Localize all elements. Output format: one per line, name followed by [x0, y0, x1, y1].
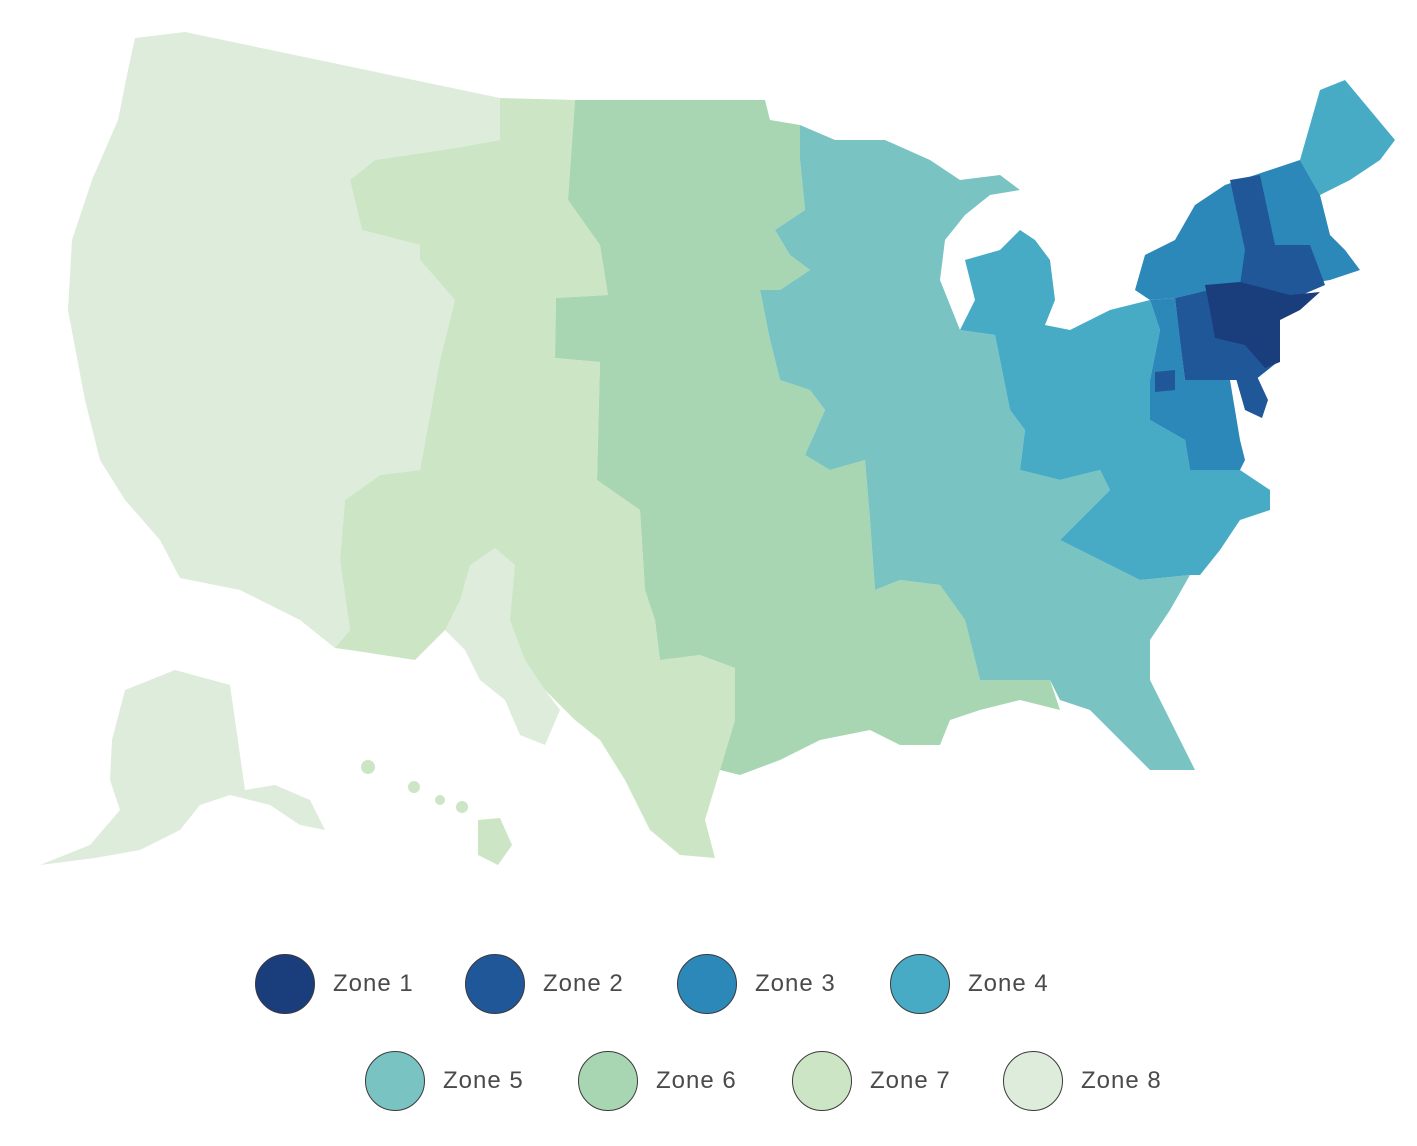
zone-4-region-east	[960, 230, 1270, 580]
legend-swatch-zone-2	[465, 954, 525, 1014]
zone-2-region-northeast	[1175, 175, 1325, 380]
legend-item-zone-1: Zone 1	[255, 951, 414, 1017]
legend-label-zone-2: Zone 2	[543, 970, 624, 997]
legend-item-zone-4: Zone 4	[890, 951, 1049, 1017]
zone-5-region-midwest-south	[760, 125, 1195, 770]
legend-swatch-zone-3	[677, 954, 737, 1014]
legend-label-zone-4: Zone 4	[968, 970, 1049, 997]
legend-label-zone-3: Zone 3	[755, 970, 836, 997]
zone-2-region-delmarva	[1155, 370, 1268, 418]
zone-6-region-plains	[555, 100, 1060, 775]
legend-label-zone-7: Zone 7	[870, 1067, 951, 1094]
legend-swatch-zone-7	[792, 1051, 852, 1111]
legend-label-zone-5: Zone 5	[443, 1067, 524, 1094]
zone-8-region-alaska	[40, 670, 325, 865]
legend-swatch-zone-5	[365, 1051, 425, 1111]
zone-4-region-maine	[1300, 80, 1395, 195]
legend-label-zone-8: Zone 8	[1081, 1067, 1162, 1094]
zone-3-region-midatlantic	[1150, 298, 1245, 470]
us-zone-map	[40, 32, 1395, 865]
legend-item-zone-3: Zone 3	[677, 951, 836, 1017]
legend-swatch-zone-6	[578, 1051, 638, 1111]
legend-item-zone-7: Zone 7	[792, 1048, 951, 1114]
legend-item-zone-8: Zone 8	[1003, 1048, 1162, 1114]
legend-swatch-zone-1	[255, 954, 315, 1014]
zone-7-region-hawaii	[361, 760, 512, 865]
legend-item-zone-2: Zone 2	[465, 951, 624, 1017]
legend-label-zone-6: Zone 6	[656, 1067, 737, 1094]
legend-row-1: Zone 1 Zone 2 Zone 3 Zone 4	[0, 951, 1417, 1021]
zone-1-region-nyc-philadelphia	[1205, 282, 1320, 368]
legend-item-zone-6: Zone 6	[578, 1048, 737, 1114]
zone-7-region-mountain	[335, 98, 735, 858]
legend-row-2: Zone 5 Zone 6 Zone 7 Zone 8	[0, 1048, 1417, 1118]
legend-swatch-zone-4	[890, 954, 950, 1014]
legend-swatch-zone-8	[1003, 1051, 1063, 1111]
zone-8-region-west	[68, 32, 500, 648]
legend-item-zone-5: Zone 5	[365, 1048, 524, 1114]
legend-label-zone-1: Zone 1	[333, 970, 414, 997]
zone-8-region-southwest	[445, 548, 560, 745]
